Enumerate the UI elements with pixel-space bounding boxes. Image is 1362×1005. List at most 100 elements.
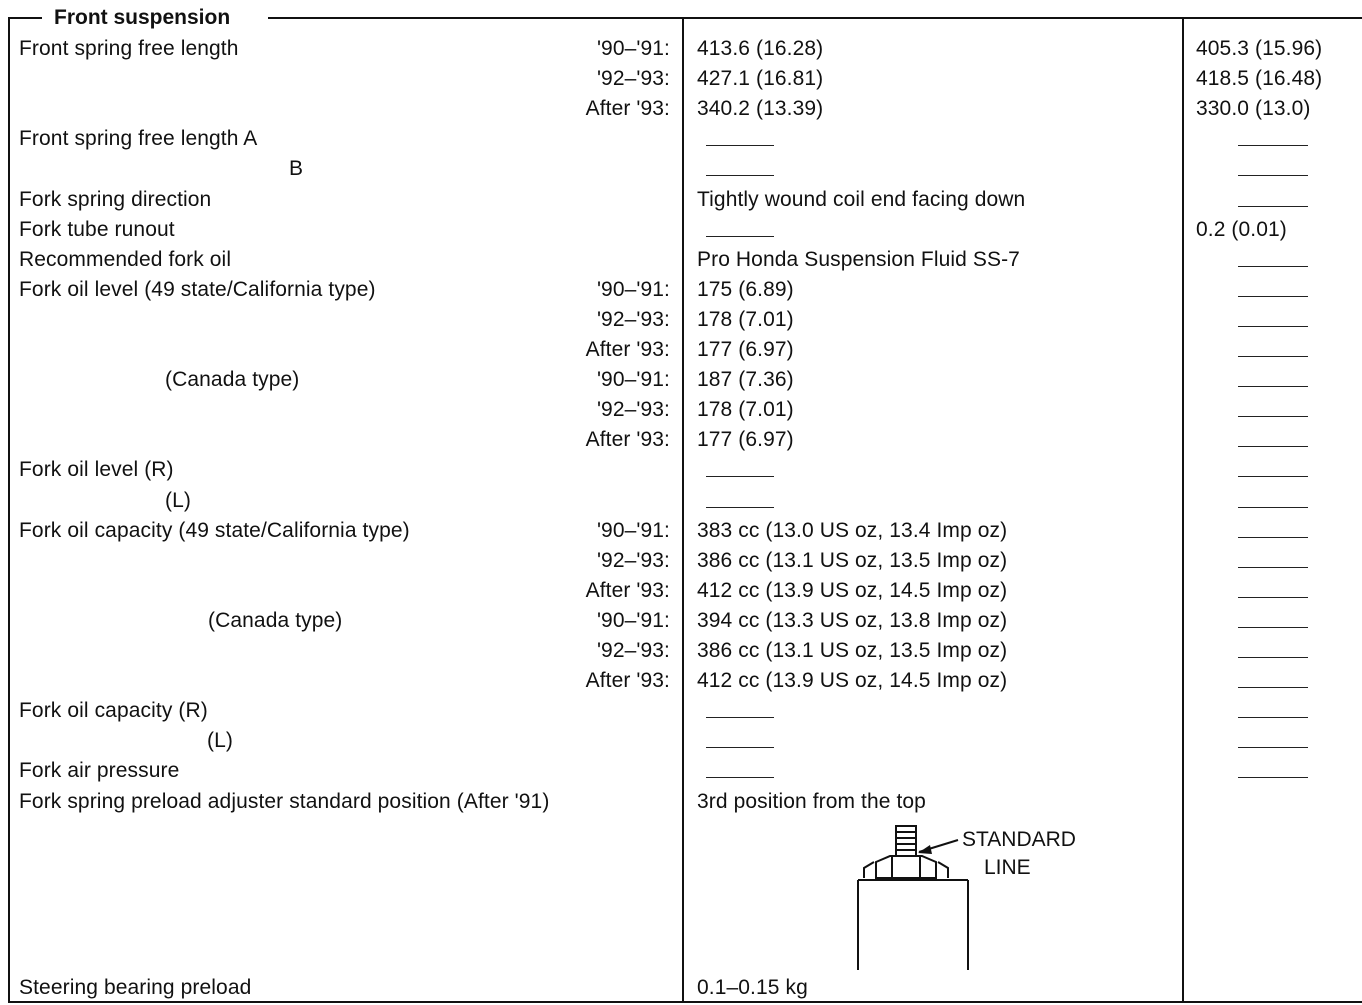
frame-left [8,17,10,1003]
empty-limit-dash [1238,536,1308,538]
standard-value: 394 cc (13.3 US oz, 13.8 Imp oz) [697,608,1008,632]
model-year: '92–'93: [596,548,670,572]
row-label: Front spring free length [19,37,239,60]
table-row: (L) [0,486,1362,516]
standard-line-label-2: LINE [984,856,1031,879]
table-row-steering-bearing-preload: Steering bearing preload 0.1–0.15 kg [0,973,1362,1003]
row-label: B [289,157,304,181]
frame-top-right [268,17,1362,19]
standard-value: 178 (7.01) [697,307,794,331]
service-limit-value: 330.0 (13.0) [1196,97,1311,121]
standard-value: Pro Honda Suspension Fluid SS-7 [697,247,1020,271]
row-label: Front spring free length A [19,127,258,151]
empty-limit-dash [1238,596,1308,598]
standard-value: 427.1 (16.81) [697,67,824,91]
empty-standard-dash [706,777,774,779]
standard-value: 175 (6.89) [697,277,794,301]
table-row: '92–'93: 178 (7.01) [0,395,1362,425]
row-label: (Canada type) [208,608,343,632]
standard-value: 412 cc (13.9 US oz, 14.5 Imp oz) [697,669,1008,693]
service-limit-value: 0.2 (0.01) [1196,217,1287,241]
table-row: '92–'93: 427.1 (16.81) 418.5 (16.48) [0,64,1362,94]
column-divider-limit [1182,17,1184,1003]
table-row: Fork oil level (49 state/California type… [0,275,1362,305]
service-limit-value: 405.3 (15.96) [1196,37,1323,60]
column-divider-standard [682,17,684,1003]
model-year: '92–'93: [596,398,670,422]
empty-limit-dash [1238,205,1308,207]
table-row: After '93: 412 cc (13.9 US oz, 14.5 Imp o… [0,576,1362,606]
empty-standard-dash [706,717,774,719]
table-row: After '93: 177 (6.97) [0,425,1362,455]
table-row: Fork oil capacity (R) [0,696,1362,726]
empty-limit-dash [1238,476,1308,478]
row-label: (L) [207,729,233,753]
standard-value: Tightly wound coil end facing down [697,187,1026,211]
section-title: Front suspension [52,5,233,31]
table-row: Recommended fork oil Pro Honda Suspension… [0,245,1362,275]
model-year: '90–'91: [596,518,670,542]
table-row: (Canada type) '90–'91: 187 (7.36) [0,365,1362,395]
table-row: Fork spring direction Tightly wound coil … [0,185,1362,215]
empty-limit-dash [1238,747,1308,749]
table-row: (L) [0,726,1362,756]
standard-value: 178 (7.01) [697,398,794,422]
standard-value: 412 cc (13.9 US oz, 14.5 Imp oz) [697,578,1008,602]
row-label: Fork oil level (R) [19,458,174,482]
model-year: After '93: [585,338,670,361]
model-year: '90–'91: [596,608,670,632]
row-label: Fork oil capacity (R) [19,699,208,723]
standard-value: 383 cc (13.0 US oz, 13.4 Imp oz) [697,518,1008,542]
standard-line-label: STANDARD [962,828,1076,851]
empty-limit-dash [1238,506,1308,508]
empty-limit-dash [1238,386,1308,388]
standard-value: 386 cc (13.1 US oz, 13.5 Imp oz) [697,639,1008,662]
empty-limit-dash [1238,626,1308,628]
model-year: '92–'93: [596,307,670,331]
row-label: Fork spring preload adjuster standard po… [19,789,550,813]
table-row: Fork oil level (R) [0,455,1362,485]
table-row: After '93: 177 (6.97) [0,335,1362,365]
model-year: '90–'91: [596,37,670,60]
row-label: Fork spring direction [19,187,212,211]
frame-top-left [8,17,42,19]
row-label: Steering bearing preload [19,976,252,999]
table-row: Front spring free length '90–'91: 413.6 (1… [0,34,1362,64]
table-row: Front spring free length A [0,124,1362,154]
row-label: Fork oil level (49 state/California type… [19,277,376,301]
empty-standard-dash [706,747,774,749]
frame-bottom [8,1001,1362,1003]
row-label: Fork oil capacity (49 state/California t… [19,518,410,542]
row-label: Recommended fork oil [19,247,232,271]
preload-adjuster-figure [857,825,969,970]
table-row: Fork oil capacity (49 state/California t… [0,516,1362,546]
row-label: (L) [165,488,191,512]
standard-value: 177 (6.97) [697,428,794,452]
empty-limit-dash [1238,175,1308,177]
table-row: After '93: 340.2 (13.39) 330.0 (13.0) [0,94,1362,124]
row-label: Fork tube runout [19,217,175,241]
table-row: B [0,154,1362,184]
model-year: After '93: [585,428,670,452]
table-row: '92–'93: 178 (7.01) [0,305,1362,335]
empty-limit-dash [1238,657,1308,658]
table-row: '92–'93: 386 cc (13.1 US oz, 13.5 Imp oz) [0,636,1362,666]
empty-limit-dash [1238,446,1308,448]
row-label: Fork air pressure [19,759,180,783]
standard-value: 0.1–0.15 kg [697,976,808,999]
table-row: '92–'93: 386 cc (13.1 US oz, 13.5 Imp oz) [0,546,1362,576]
table-row: Fork spring preload adjuster standard po… [0,787,1362,817]
standard-value: 340.2 (13.39) [697,97,824,121]
empty-limit-dash [1238,717,1308,719]
model-year: '90–'91: [596,368,670,392]
standard-value: 386 cc (13.1 US oz, 13.5 Imp oz) [697,548,1008,572]
table-row: Fork tube runout 0.2 (0.01) [0,215,1362,245]
model-year: After '93: [585,97,670,121]
standard-value: 177 (6.97) [697,338,794,361]
table-row: (Canada type) '90–'91: 394 cc (13.3 US oz,… [0,606,1362,636]
model-year: After '93: [585,669,670,693]
model-year: '92–'93: [596,639,670,662]
model-year: After '93: [585,578,670,602]
row-label: (Canada type) [165,368,300,392]
empty-limit-dash [1238,325,1308,327]
